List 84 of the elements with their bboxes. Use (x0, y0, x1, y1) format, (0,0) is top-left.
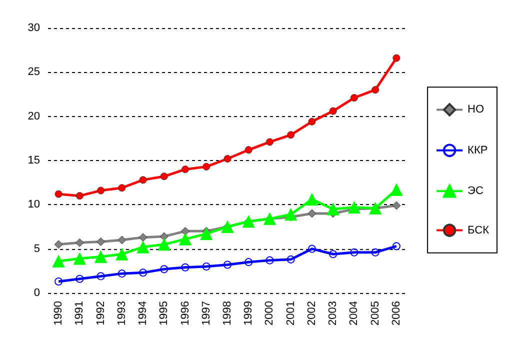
point (160, 265, 168, 274)
point (224, 260, 232, 269)
y-tick-label: 30 (28, 22, 40, 34)
x-tick-label: 1996 (179, 301, 192, 326)
legend-label: ККР (468, 144, 488, 156)
point (139, 268, 148, 277)
y-tick-label: 10 (28, 198, 40, 211)
point (118, 236, 126, 244)
point (94, 250, 108, 264)
point (329, 107, 337, 115)
point (392, 242, 400, 250)
point (136, 240, 150, 254)
point (158, 238, 170, 251)
legend-label: ЭС (468, 185, 484, 198)
y-tick-label: 5 (34, 242, 40, 255)
point (202, 262, 210, 270)
point (181, 263, 190, 272)
point (160, 232, 168, 241)
x-tick-label: 2000 (264, 301, 276, 326)
point (390, 183, 403, 196)
point (244, 258, 253, 266)
point (118, 270, 126, 278)
point (182, 166, 190, 174)
point (372, 86, 380, 94)
point (392, 201, 401, 210)
point (371, 248, 380, 256)
point (118, 184, 126, 192)
x-tick-label: 2002 (306, 301, 318, 326)
point (326, 202, 340, 216)
y-tick-label: 0 (34, 287, 40, 299)
point (350, 94, 358, 102)
point (286, 255, 295, 264)
point (266, 138, 274, 146)
point (96, 238, 106, 246)
x-tick-label: 1997 (200, 301, 212, 326)
y-tick-label: 15 (28, 154, 40, 166)
point (200, 228, 213, 240)
point (75, 238, 84, 247)
x-tick-label: 2006 (390, 301, 402, 326)
point (350, 248, 358, 256)
x-tick-label: 1991 (74, 301, 86, 326)
x-tick-label: 2003 (327, 301, 340, 326)
legend-label: БСК (468, 224, 490, 236)
y-tick-label: 25 (28, 66, 40, 78)
point (73, 252, 86, 265)
x-tick-label: 2004 (348, 301, 360, 326)
point (244, 146, 252, 154)
legend-label: НО (468, 104, 484, 116)
x-tick-label: 1998 (222, 301, 234, 326)
point (96, 272, 105, 280)
x-tick-label: 1994 (137, 301, 150, 326)
point (306, 193, 318, 206)
point (266, 256, 274, 264)
point (329, 250, 338, 258)
x-tick-label: 1992 (94, 301, 107, 326)
point (308, 209, 316, 218)
point (54, 240, 63, 249)
point (308, 118, 316, 126)
point (76, 192, 84, 200)
point (224, 154, 232, 162)
point (52, 254, 65, 268)
point (97, 186, 105, 194)
point (287, 131, 295, 139)
x-tick-label: 1990 (52, 301, 65, 326)
x-tick-label: 1995 (158, 301, 170, 326)
x-tick-label: 1993 (116, 301, 128, 326)
point (348, 201, 360, 214)
point (76, 274, 84, 283)
point (138, 233, 148, 242)
point (392, 54, 400, 62)
point (179, 232, 192, 246)
point (54, 278, 63, 286)
point (181, 226, 190, 236)
x-tick-label: 2005 (369, 301, 382, 326)
point (308, 244, 316, 253)
y-tick-label: 20 (28, 110, 40, 122)
point (116, 248, 128, 260)
point (139, 176, 147, 184)
point (160, 172, 168, 180)
x-tick-label: 1999 (242, 301, 255, 326)
x-tick-label: 2001 (284, 301, 297, 326)
point (284, 208, 298, 221)
point (202, 162, 210, 170)
point (54, 190, 62, 198)
